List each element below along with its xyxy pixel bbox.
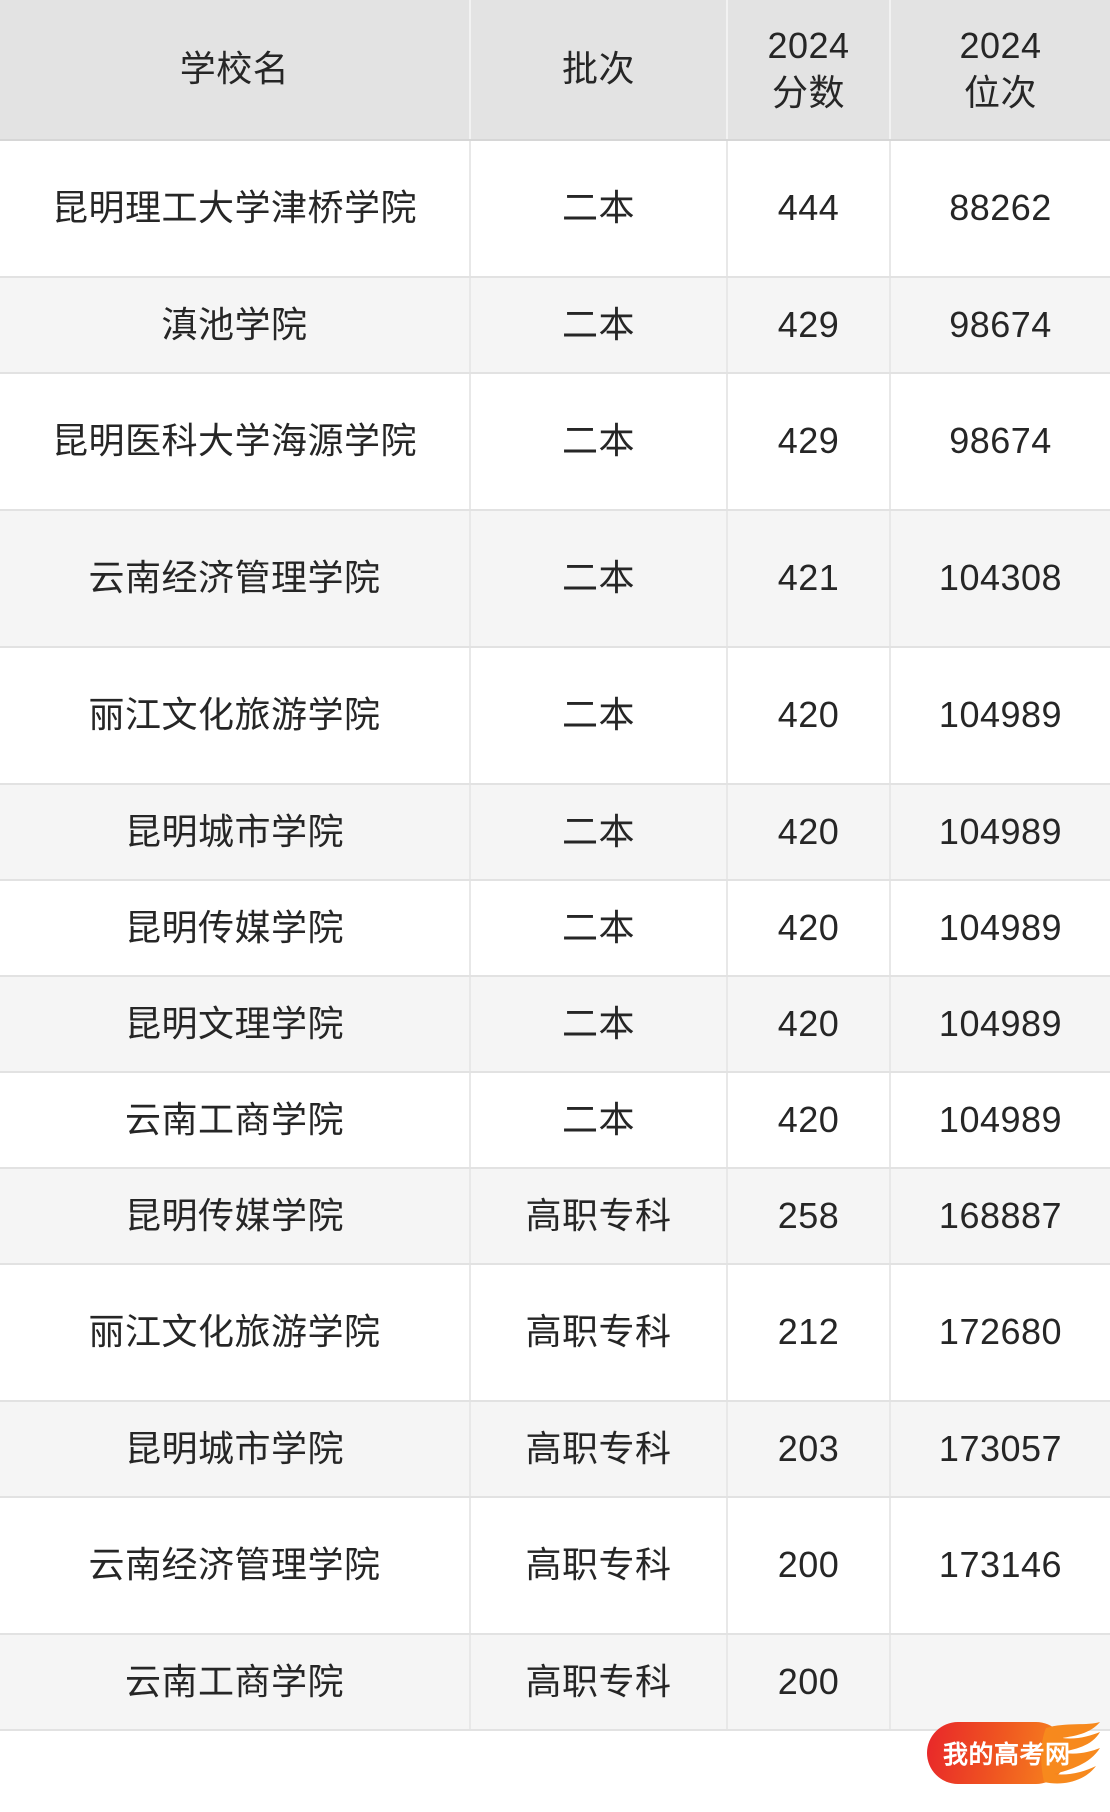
cell-rank: 104989 — [890, 880, 1110, 977]
table-row[interactable]: 昆明传媒学院 二本 420 104989 — [0, 880, 1110, 977]
table-row[interactable]: 昆明城市学院 高职专科 203 173057 — [0, 1401, 1110, 1498]
column-header-batch-line-1: 批次 — [561, 48, 635, 90]
cell-batch: 二本 — [470, 277, 728, 374]
table-row[interactable]: 云南工商学院 二本 420 104989 — [0, 1072, 1110, 1169]
cell-batch: 二本 — [470, 976, 728, 1073]
table-header: 学校名 批次 2024 分数 2024 位次 — [0, 0, 1110, 141]
cell-score: 200 — [727, 1634, 891, 1731]
watermark-pill — [927, 1722, 1067, 1784]
table-row[interactable]: 云南经济管理学院 高职专科 200 173146 — [0, 1497, 1110, 1635]
cell-rank: 98674 — [890, 373, 1110, 511]
cell-school: 昆明城市学院 — [0, 1401, 471, 1498]
cell-score: 420 — [727, 976, 891, 1073]
cell-school: 昆明文理学院 — [0, 976, 471, 1073]
cell-batch: 二本 — [470, 140, 728, 278]
cell-rank: 104989 — [890, 647, 1110, 785]
table-row[interactable]: 丽江文化旅游学院 高职专科 212 172680 — [0, 1264, 1110, 1402]
column-header-score-line-1: 2024 — [767, 25, 850, 67]
column-header-school: 学校名 — [0, 0, 471, 141]
cell-rank — [890, 1634, 1110, 1731]
cell-score: 420 — [727, 784, 891, 881]
table-row[interactable]: 昆明理工大学津桥学院 二本 444 88262 — [0, 140, 1110, 278]
cell-score: 421 — [727, 510, 891, 648]
cell-score: 444 — [727, 140, 891, 278]
cell-rank: 104989 — [890, 976, 1110, 1073]
cell-school: 云南经济管理学院 — [0, 510, 471, 648]
cell-rank: 88262 — [890, 140, 1110, 278]
cell-school: 滇池学院 — [0, 277, 471, 374]
cell-rank: 172680 — [890, 1264, 1110, 1402]
cell-score: 429 — [727, 277, 891, 374]
admission-score-table: 学校名 批次 2024 分数 2024 位次 昆明理工大学津桥学院 二本 444 88… — [0, 0, 1110, 1731]
cell-rank: 173146 — [890, 1497, 1110, 1635]
column-header-score: 2024 分数 — [727, 0, 891, 141]
cell-batch: 高职专科 — [470, 1401, 728, 1498]
column-header-rank: 2024 位次 — [890, 0, 1110, 141]
column-header-rank-line-2: 位次 — [963, 71, 1037, 113]
table-row[interactable]: 昆明传媒学院 高职专科 258 168887 — [0, 1168, 1110, 1265]
cell-batch: 二本 — [470, 647, 728, 785]
watermark-badge: 我的高考网 — [927, 1722, 1102, 1784]
cell-score: 200 — [727, 1497, 891, 1635]
cell-score: 212 — [727, 1264, 891, 1402]
cell-school: 昆明传媒学院 — [0, 880, 471, 977]
cell-score: 420 — [727, 1072, 891, 1169]
table-body: 昆明理工大学津桥学院 二本 444 88262 滇池学院 二本 429 98674 昆明医科大学… — [0, 140, 1110, 1731]
cell-batch: 高职专科 — [470, 1264, 728, 1402]
table-row[interactable]: 昆明医科大学海源学院 二本 429 98674 — [0, 373, 1110, 511]
cell-batch: 高职专科 — [470, 1497, 728, 1635]
cell-score: 420 — [727, 647, 891, 785]
cell-batch: 二本 — [470, 1072, 728, 1169]
cell-rank: 98674 — [890, 277, 1110, 374]
cell-batch: 二本 — [470, 373, 728, 511]
column-header-school-line-1: 学校名 — [179, 48, 290, 90]
cell-school: 云南工商学院 — [0, 1634, 471, 1731]
cell-batch: 高职专科 — [470, 1634, 728, 1731]
watermark-text: 我的高考网 — [943, 1740, 1071, 1769]
cell-batch: 二本 — [470, 510, 728, 648]
cell-school: 昆明传媒学院 — [0, 1168, 471, 1265]
cell-school: 丽江文化旅游学院 — [0, 647, 471, 785]
table-row[interactable]: 云南工商学院 高职专科 200 — [0, 1634, 1110, 1731]
table-row[interactable]: 丽江文化旅游学院 二本 420 104989 — [0, 647, 1110, 785]
cell-school: 云南工商学院 — [0, 1072, 471, 1169]
cell-school: 丽江文化旅游学院 — [0, 1264, 471, 1402]
table-header-row: 学校名 批次 2024 分数 2024 位次 — [0, 0, 1110, 141]
cell-rank: 104989 — [890, 784, 1110, 881]
cell-rank: 104989 — [890, 1072, 1110, 1169]
cell-batch: 高职专科 — [470, 1168, 728, 1265]
cell-batch: 二本 — [470, 880, 728, 977]
table-row[interactable]: 昆明文理学院 二本 420 104989 — [0, 976, 1110, 1073]
cell-school: 昆明理工大学津桥学院 — [0, 140, 471, 278]
column-header-rank-line-1: 2024 — [959, 25, 1042, 67]
cell-score: 420 — [727, 880, 891, 977]
cell-score: 203 — [727, 1401, 891, 1498]
cell-rank: 168887 — [890, 1168, 1110, 1265]
cell-batch: 二本 — [470, 784, 728, 881]
table-row[interactable]: 滇池学院 二本 429 98674 — [0, 277, 1110, 374]
cell-school: 云南经济管理学院 — [0, 1497, 471, 1635]
cell-school: 昆明城市学院 — [0, 784, 471, 881]
table-row[interactable]: 云南经济管理学院 二本 421 104308 — [0, 510, 1110, 648]
cell-rank: 104308 — [890, 510, 1110, 648]
cell-school: 昆明医科大学海源学院 — [0, 373, 471, 511]
column-header-batch: 批次 — [470, 0, 728, 141]
cell-score: 429 — [727, 373, 891, 511]
table-row[interactable]: 昆明城市学院 二本 420 104989 — [0, 784, 1110, 881]
cell-score: 258 — [727, 1168, 891, 1265]
cell-rank: 173057 — [890, 1401, 1110, 1498]
site-watermark: 我的高考网 — [927, 1722, 1102, 1784]
column-header-score-line-2: 分数 — [771, 71, 845, 113]
